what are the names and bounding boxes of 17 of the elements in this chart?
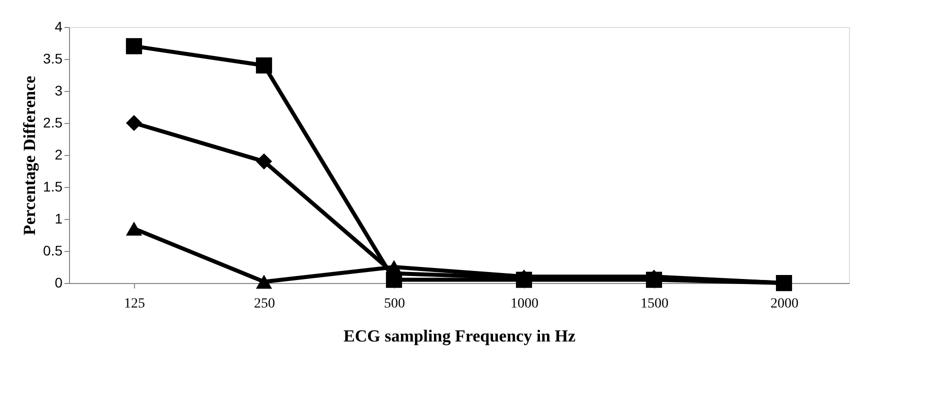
x-tick-label: 125 xyxy=(124,296,145,312)
x-axis-title: ECG sampling Frequency in Hz xyxy=(343,326,576,346)
y-axis-title: Percentage Difference xyxy=(20,75,40,236)
y-tick-label: 4 xyxy=(54,18,63,34)
x-tick-label: 500 xyxy=(384,296,405,312)
y-tick-label: 2 xyxy=(54,146,63,162)
y-tick-label: 3.5 xyxy=(43,50,63,66)
x-tick-label: 250 xyxy=(254,296,275,312)
y-tick-label: 0 xyxy=(54,274,63,290)
x-tick-label: 1000 xyxy=(510,296,538,312)
y-tick-label: 2.5 xyxy=(43,114,63,130)
y-tick-label: 0.5 xyxy=(43,242,63,258)
x-tick-label: 2000 xyxy=(770,296,798,312)
x-tick-label: 1500 xyxy=(640,296,668,312)
y-tick-label: 1 xyxy=(54,210,63,226)
y-tick-label: 1.5 xyxy=(43,178,63,194)
y-tick-label: 3 xyxy=(54,82,63,98)
